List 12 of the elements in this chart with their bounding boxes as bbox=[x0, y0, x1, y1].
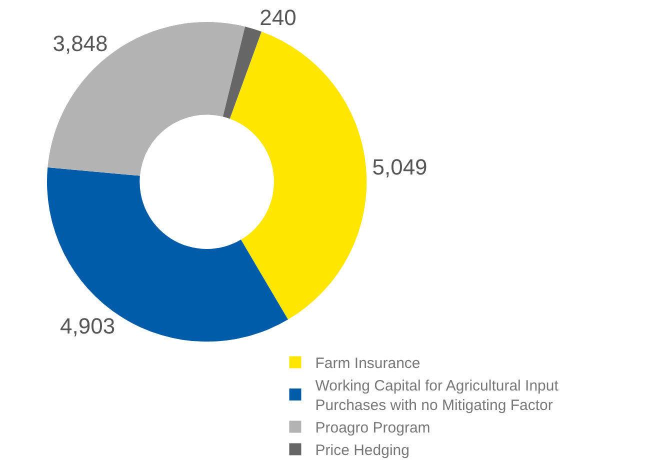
legend-label: Price Hedging bbox=[315, 442, 410, 460]
data-label: 240 bbox=[260, 4, 296, 30]
legend-label: Proagro Program bbox=[315, 420, 430, 437]
data-label: 3,848 bbox=[52, 30, 108, 56]
donut-slice bbox=[48, 22, 246, 176]
donut-slice bbox=[47, 167, 288, 342]
donut-slice bbox=[222, 26, 262, 119]
legend-label: Working Capital for Agricultural Input Purchases with no Mitigating Factor bbox=[315, 378, 560, 414]
legend-label: Farm Insurance bbox=[315, 355, 420, 372]
data-label: 4,903 bbox=[60, 313, 116, 338]
data-label: 5,049 bbox=[372, 154, 428, 180]
donut-slice bbox=[230, 32, 367, 320]
